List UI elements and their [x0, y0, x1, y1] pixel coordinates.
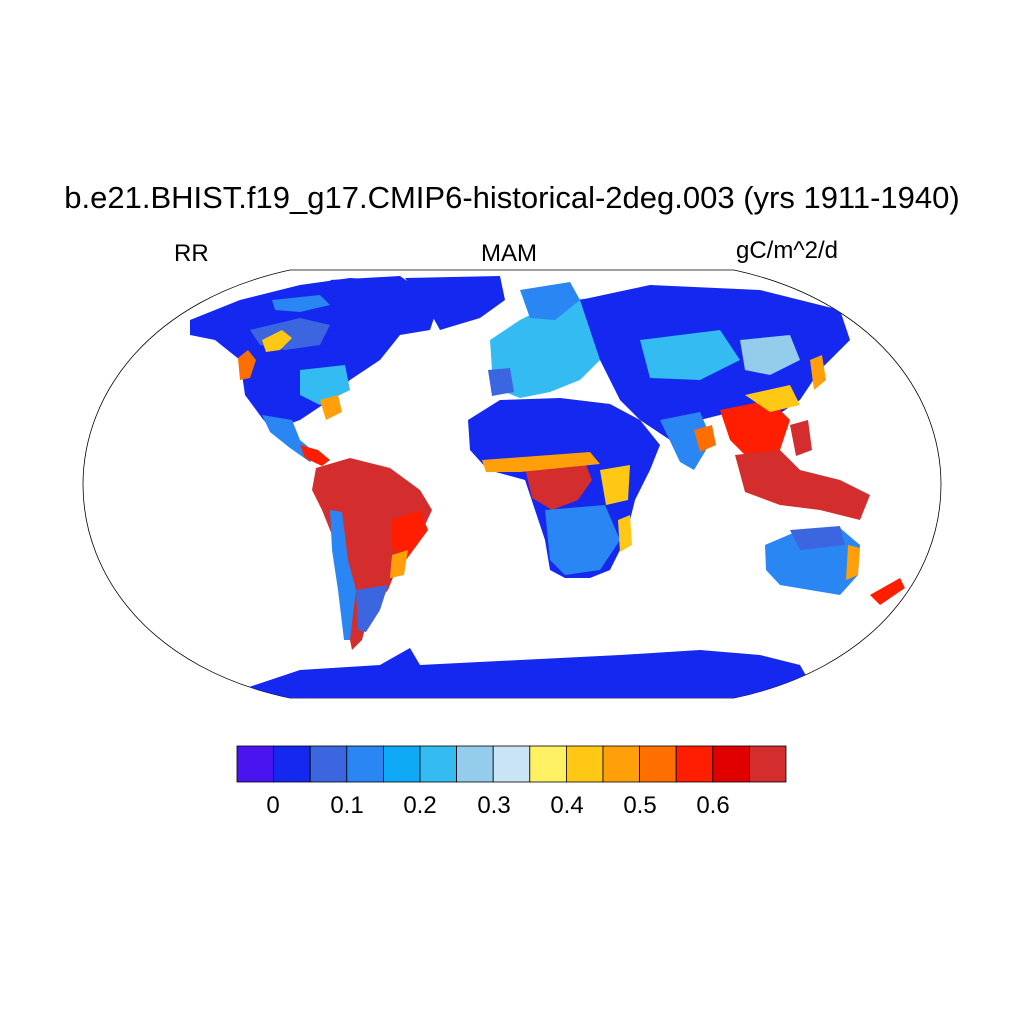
greenland-edge	[405, 276, 505, 330]
scandinavia	[520, 282, 580, 320]
north-america-land	[190, 278, 440, 430]
arctic-islands	[330, 276, 420, 300]
variable-label: RR	[174, 240, 209, 267]
india	[660, 412, 712, 470]
colorbar-tick-2: 0.2	[403, 792, 437, 819]
new-zealand	[870, 578, 905, 605]
colorbar-tick-5: 0.5	[623, 792, 657, 819]
east-asia-light	[740, 335, 800, 375]
colorbar-box	[273, 745, 311, 783]
plot-title: b.e21.BHIST.f19_g17.CMIP6-historical-2de…	[64, 180, 960, 215]
india-east	[694, 425, 716, 452]
andes-blue	[330, 510, 356, 640]
colorbar-tick-3: 0.3	[477, 792, 511, 819]
australia-east	[846, 545, 860, 580]
colorbar-box	[529, 745, 567, 783]
us-southeast	[320, 395, 342, 420]
canada-light	[272, 295, 330, 312]
colorbar	[236, 745, 787, 783]
europe-land	[490, 298, 610, 398]
us-west-coast	[238, 350, 256, 380]
colorbar-box	[236, 745, 274, 783]
japan	[810, 355, 826, 390]
colorbar-tick-6: 0.6	[696, 792, 730, 819]
central-america	[300, 445, 330, 466]
season-label: MAM	[481, 240, 537, 267]
us-west-yellow	[262, 330, 292, 352]
colorbar-box	[382, 745, 421, 783]
southern-africa	[545, 505, 620, 575]
se-brazil	[390, 550, 408, 578]
colorbar-box	[675, 745, 714, 783]
sahel-band	[482, 452, 600, 472]
iberia	[488, 368, 514, 396]
units-label: gC/m^2/d	[736, 237, 838, 264]
maritime-continent	[735, 450, 870, 520]
colorbar-box	[749, 745, 787, 783]
colorbar-box	[712, 745, 750, 783]
us-east	[300, 365, 350, 405]
land-field	[190, 276, 905, 698]
antarctica-land	[220, 648, 820, 698]
south-america-land	[312, 458, 432, 650]
central-africa	[525, 462, 592, 510]
colorbar-box	[602, 745, 640, 783]
east-africa	[600, 465, 630, 505]
central-asia-light	[640, 330, 740, 380]
colorbar-box	[639, 745, 677, 783]
south-america-east	[392, 510, 428, 560]
australia-north	[790, 526, 845, 550]
colorbar-tick-0: 0	[266, 792, 280, 819]
colorbar-tick-1: 0.1	[330, 792, 364, 819]
colorbar-box	[456, 745, 494, 783]
colorbar-tick-4: 0.4	[550, 792, 584, 819]
madagascar	[618, 515, 632, 552]
colorbar-box	[346, 745, 384, 783]
south-cone	[356, 585, 388, 632]
china-south	[745, 385, 800, 412]
colorbar-box	[566, 745, 604, 783]
colorbar-box	[492, 745, 531, 783]
philippines	[790, 420, 812, 456]
colorbar-box	[309, 745, 348, 783]
southeast-asia	[720, 400, 790, 460]
colorbar-box	[419, 745, 457, 783]
